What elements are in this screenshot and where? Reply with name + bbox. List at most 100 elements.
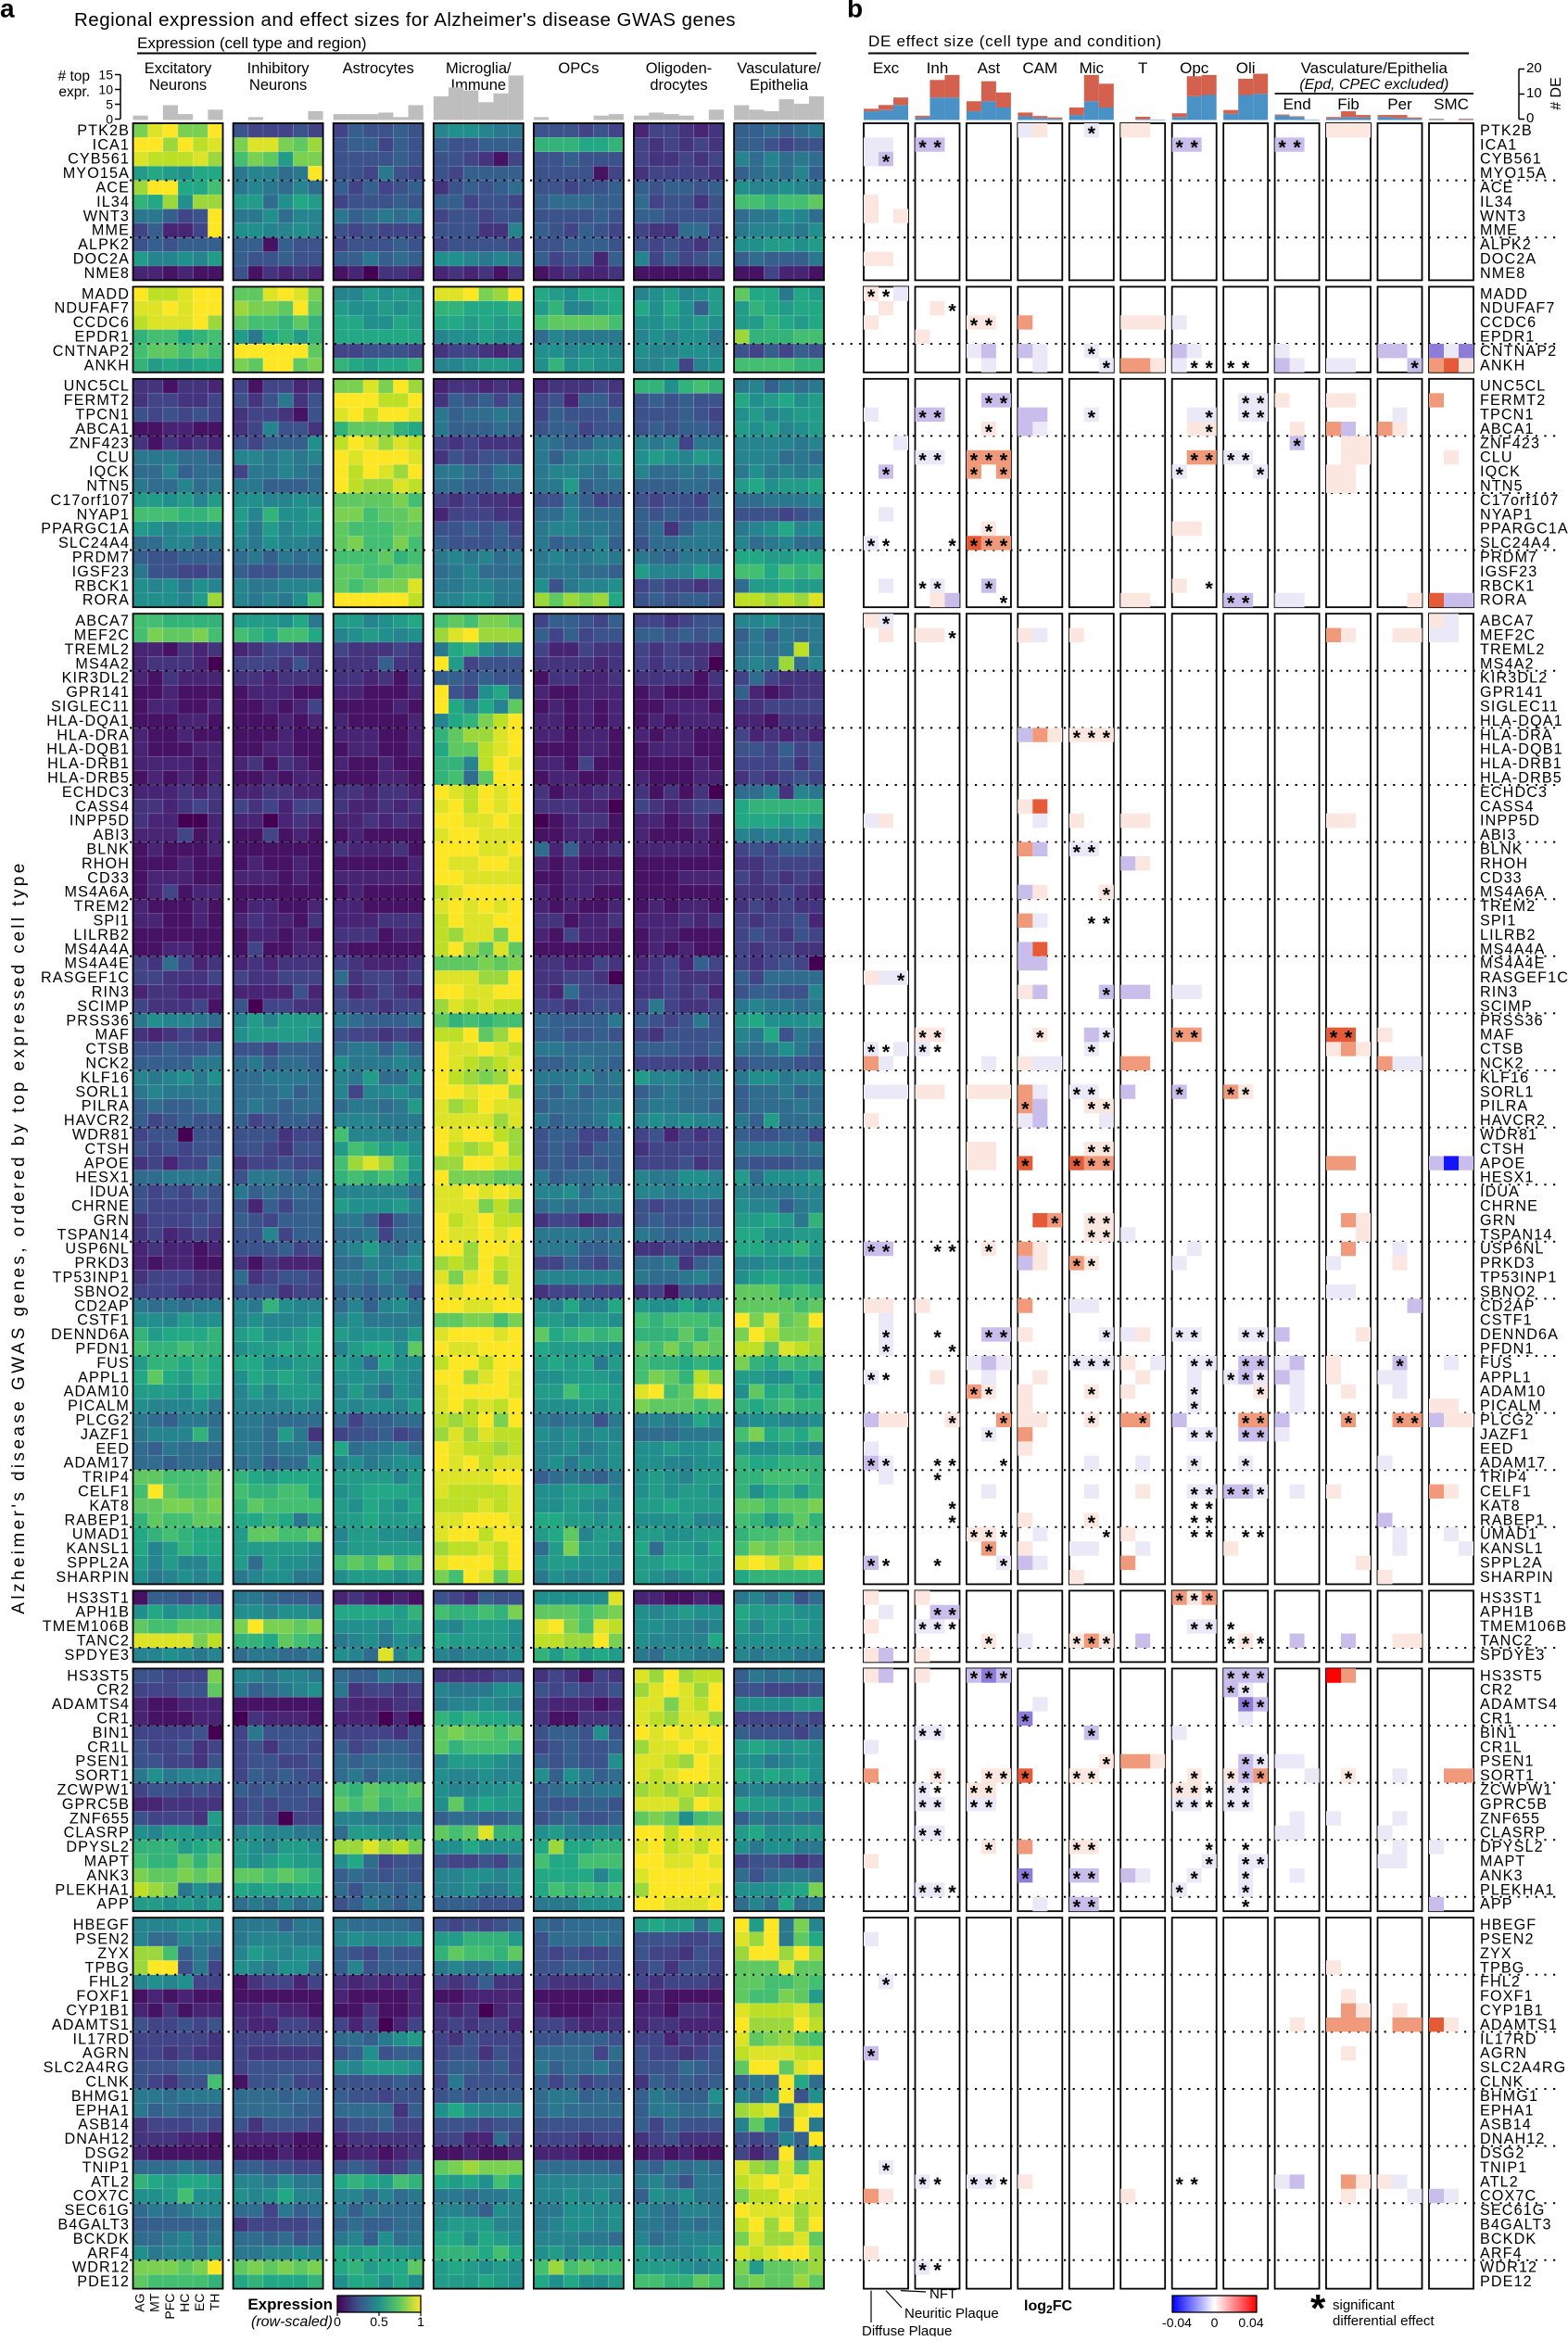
svg-text:CYP1B1: CYP1B1 — [66, 2003, 130, 2019]
svg-text:SCIMP: SCIMP — [77, 998, 130, 1015]
svg-text:*: * — [1103, 1141, 1111, 1163]
svg-text:*: * — [948, 1455, 956, 1477]
svg-text:TREM2: TREM2 — [1480, 898, 1536, 915]
svg-text:IDUA: IDUA — [90, 1183, 130, 1200]
svg-text:*: * — [1227, 1618, 1235, 1640]
svg-text:*: * — [1139, 1411, 1147, 1434]
svg-text:ABCA7: ABCA7 — [75, 613, 130, 629]
svg-text:*: * — [1242, 392, 1250, 414]
svg-text:*: * — [933, 449, 942, 472]
svg-text:NTN5: NTN5 — [1480, 478, 1524, 495]
svg-text:*: * — [882, 285, 891, 308]
svg-text:CLASRP: CLASRP — [64, 1825, 130, 1841]
svg-text:CLU: CLU — [1480, 449, 1513, 466]
svg-text:LILRB2: LILRB2 — [73, 927, 130, 943]
svg-text:*: * — [1000, 463, 1008, 486]
svg-text:ADAM17: ADAM17 — [64, 1455, 130, 1472]
svg-text:ABCA1: ABCA1 — [75, 421, 130, 437]
svg-text:SLC2A4RG: SLC2A4RG — [44, 2059, 130, 2076]
svg-text:*: * — [985, 449, 993, 472]
svg-text:*: * — [1000, 1326, 1008, 1348]
svg-text:RBCK1: RBCK1 — [75, 577, 130, 594]
svg-text:FUS: FUS — [96, 1355, 130, 1372]
svg-text:*: * — [985, 1540, 993, 1563]
svg-text:B4GALT3: B4GALT3 — [1480, 2217, 1552, 2233]
svg-text:UNC5CL: UNC5CL — [1480, 378, 1546, 395]
svg-text:*: * — [1227, 1767, 1235, 1790]
svg-text:*: * — [1191, 449, 1199, 472]
svg-text:*: * — [933, 2259, 942, 2282]
svg-text:*: * — [1073, 1632, 1081, 1654]
svg-text:NYAP1: NYAP1 — [77, 506, 130, 523]
svg-text:MAPT: MAPT — [1480, 1854, 1525, 1870]
svg-text:*: * — [1103, 1212, 1111, 1234]
svg-text:PSEN1: PSEN1 — [75, 1753, 130, 1770]
svg-text:CR1L: CR1L — [87, 1739, 130, 1755]
svg-text:*: * — [1242, 1326, 1250, 1348]
svg-text:*: * — [1191, 1355, 1199, 1377]
svg-text:CD33: CD33 — [87, 869, 130, 886]
svg-text:TRIP4: TRIP4 — [1480, 1469, 1527, 1486]
svg-text:SEC61G: SEC61G — [1480, 2202, 1545, 2219]
svg-text:*: * — [933, 1041, 942, 1063]
svg-text:HESX1: HESX1 — [1480, 1170, 1535, 1186]
svg-text:ADAM17: ADAM17 — [1480, 1455, 1546, 1472]
svg-text:*: * — [1051, 1212, 1059, 1234]
svg-text:IGSF23: IGSF23 — [1480, 563, 1537, 580]
svg-text:GRN: GRN — [94, 1212, 130, 1229]
svg-text:*: * — [1088, 1411, 1096, 1434]
svg-text:*: * — [1021, 1867, 1030, 1890]
svg-text:Microglia/: Microglia/ — [446, 60, 512, 77]
svg-text:ADAM10: ADAM10 — [64, 1384, 130, 1400]
svg-text:*: * — [1191, 1867, 1199, 1890]
svg-text:*: * — [1088, 1896, 1096, 1918]
svg-text:MS4A4A: MS4A4A — [1480, 941, 1545, 957]
svg-text:0: 0 — [334, 2314, 341, 2329]
svg-text:*: * — [918, 1027, 927, 1049]
svg-text:EPDR1: EPDR1 — [1480, 329, 1535, 346]
svg-text:ACE: ACE — [95, 180, 130, 196]
svg-text:a: a — [0, 0, 15, 23]
svg-text:*: * — [1088, 1155, 1096, 1177]
svg-text:APH1B: APH1B — [1480, 1604, 1535, 1621]
svg-text:NCK2: NCK2 — [1480, 1056, 1524, 1072]
svg-text:CTSB: CTSB — [85, 1041, 130, 1057]
svg-text:CLNK: CLNK — [85, 2074, 130, 2091]
svg-text:Neuritic Plaque: Neuritic Plaque — [904, 2306, 999, 2322]
svg-text:NME8: NME8 — [84, 265, 130, 282]
svg-text:CAM: CAM — [1022, 59, 1057, 77]
svg-text:IL34: IL34 — [1480, 194, 1513, 210]
svg-text:PSEN2: PSEN2 — [75, 1931, 130, 1948]
svg-text:PRKD3: PRKD3 — [75, 1255, 130, 1272]
svg-text:TPCN1: TPCN1 — [75, 407, 130, 424]
svg-text:DPYSL2: DPYSL2 — [1480, 1839, 1544, 1855]
svg-text:*: * — [1206, 421, 1214, 443]
svg-text:*: * — [1088, 122, 1096, 145]
svg-text:*: * — [1191, 1384, 1199, 1406]
svg-text:*: * — [1396, 1355, 1404, 1377]
svg-text:CR2: CR2 — [1480, 1682, 1513, 1699]
svg-text:MS4A2: MS4A2 — [1480, 655, 1535, 672]
svg-text:FOXF1: FOXF1 — [76, 1988, 130, 2005]
svg-text:COX7C: COX7C — [73, 2188, 130, 2205]
svg-text:*: * — [867, 285, 876, 308]
svg-text:*: * — [1191, 357, 1199, 379]
svg-text:PSEN1: PSEN1 — [1480, 1753, 1535, 1770]
svg-text:RASGEF1C: RASGEF1C — [41, 969, 130, 986]
svg-text:PLCG2: PLCG2 — [1480, 1412, 1535, 1429]
svg-text:WNT3: WNT3 — [1480, 208, 1526, 224]
svg-text:Regional expression and effect: Regional expression and effect sizes for… — [74, 9, 736, 31]
svg-text:CSTF1: CSTF1 — [1480, 1312, 1533, 1329]
svg-text:LILRB2: LILRB2 — [1480, 927, 1536, 943]
svg-text:PRDM7: PRDM7 — [72, 550, 130, 566]
svg-text:*: * — [933, 1881, 942, 1904]
svg-text:Oli: Oli — [1236, 59, 1256, 77]
svg-text:SPPL2A: SPPL2A — [1480, 1555, 1543, 1572]
svg-text:HLA-DQA1: HLA-DQA1 — [46, 713, 130, 729]
svg-text:EPHA1: EPHA1 — [1480, 2102, 1535, 2119]
svg-text:drocytes: drocytes — [650, 77, 707, 94]
svg-text:*: * — [1176, 1326, 1184, 1348]
svg-text:MEF2C: MEF2C — [1480, 627, 1536, 644]
svg-text:*: * — [1293, 136, 1301, 158]
svg-text:*: * — [985, 1781, 993, 1803]
